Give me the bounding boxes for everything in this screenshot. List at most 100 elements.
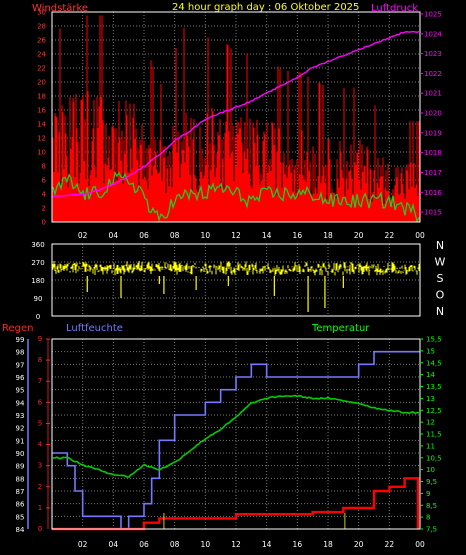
pressure-tick-label: 1024 bbox=[424, 30, 442, 38]
direction-tick-label: 0 bbox=[36, 313, 40, 321]
x-tick-label: 20 bbox=[354, 231, 364, 240]
temperature-tick-label: 9 bbox=[426, 490, 430, 498]
temperature-axis-ticks: 7,5 8 8,5 9 9,5 10 10,5 11 11,5 12 12,5 13 13,5 14 14,… bbox=[420, 336, 442, 534]
wind-x-ticks: 02 04 06 08 10 12 14 16 18 20 22 00 bbox=[78, 231, 425, 240]
wind-tick-label: 6 bbox=[42, 177, 47, 185]
x-tick-label: 10 bbox=[201, 540, 211, 549]
temperature-tick-label: 8,5 bbox=[426, 502, 437, 510]
rain-tick-label: 7 bbox=[38, 377, 42, 385]
x-tick-label: 12 bbox=[231, 540, 241, 549]
humidity-tick-label: 88 bbox=[16, 475, 25, 483]
rain-tick-label: 6 bbox=[38, 398, 43, 406]
x-tick-label: 22 bbox=[385, 231, 395, 240]
pressure-tick-label: 1018 bbox=[424, 149, 442, 157]
pressure-line bbox=[52, 30, 420, 198]
direction-frame bbox=[51, 243, 421, 317]
direction-tick-label: 90 bbox=[34, 295, 43, 303]
wind-tick-label: 16 bbox=[37, 107, 46, 115]
wind-tick-label: 30 bbox=[37, 9, 46, 17]
temperature-tick-label: 15 bbox=[426, 347, 435, 355]
x-tick-label: 08 bbox=[170, 231, 180, 240]
x-tick-label: 06 bbox=[139, 540, 149, 549]
hum-temp-x-ticks: 02 04 06 08 10 12 14 16 18 20 22 00 bbox=[78, 540, 425, 549]
pressure-tick-label: 1022 bbox=[424, 70, 442, 78]
humidity-tick-label: 92 bbox=[16, 425, 25, 433]
rain-tick-label: 2 bbox=[38, 483, 42, 491]
temperature-tick-label: 14,5 bbox=[426, 359, 442, 367]
humidity-tick-label: 93 bbox=[16, 412, 25, 420]
wind-tick-label: 26 bbox=[37, 37, 46, 45]
wind-title: Windstärke bbox=[32, 3, 88, 14]
rain-axis-ticks: 0 1 2 3 4 5 6 7 8 9 bbox=[38, 335, 50, 533]
x-tick-label: 02 bbox=[78, 231, 88, 240]
temperature-tick-label: 11,5 bbox=[426, 431, 442, 439]
humidity-tick-label: 95 bbox=[16, 387, 25, 395]
humidity-tick-label: 97 bbox=[16, 361, 25, 369]
compass-label: N bbox=[436, 239, 444, 252]
wind-tick-label: 4 bbox=[42, 191, 47, 199]
humidity-tick-label: 98 bbox=[16, 349, 25, 357]
temperature-line bbox=[52, 394, 419, 478]
pressure-axis-ticks: 1015 1016 1017 1018 1019 1020 1021 1022 1023 1024… bbox=[420, 10, 442, 217]
wind-tick-label: 12 bbox=[37, 135, 46, 143]
pressure-tick-label: 1023 bbox=[424, 50, 442, 58]
pressure-tick-label: 1016 bbox=[424, 189, 442, 197]
wind-tick-label: 28 bbox=[37, 23, 46, 31]
rain-tick-label: 9 bbox=[38, 335, 42, 343]
x-tick-label: 16 bbox=[293, 540, 303, 549]
hum-temp-rain-series bbox=[52, 350, 420, 531]
temperature-tick-label: 8 bbox=[426, 514, 430, 522]
rain-line bbox=[52, 477, 420, 531]
x-tick-label: 02 bbox=[78, 540, 88, 549]
temperature-tick-label: 14 bbox=[426, 371, 435, 379]
wind-tick-label: 0 bbox=[42, 219, 46, 227]
humidity-tick-label: 91 bbox=[16, 437, 25, 445]
humidity-tick-label: 99 bbox=[16, 336, 25, 344]
compass-label: S bbox=[437, 272, 444, 285]
x-tick-label: 04 bbox=[109, 231, 119, 240]
temperature-tick-label: 12,5 bbox=[426, 407, 442, 415]
humidity-tick-label: 84 bbox=[16, 526, 25, 534]
temperature-tick-label: 10,5 bbox=[426, 454, 442, 462]
pressure-tick-label: 1025 bbox=[424, 10, 442, 18]
temperature-tick-label: 7,5 bbox=[426, 526, 437, 534]
x-tick-label: 00 bbox=[415, 231, 425, 240]
x-tick-label: 08 bbox=[170, 540, 180, 549]
rain-tick-label: 3 bbox=[38, 462, 42, 470]
compass-label: N bbox=[436, 305, 444, 318]
compass-label: W bbox=[435, 256, 446, 269]
x-tick-label: 18 bbox=[323, 540, 333, 549]
pressure-tick-label: 1021 bbox=[424, 90, 442, 98]
x-tick-label: 04 bbox=[109, 540, 119, 549]
wind-tick-label: 20 bbox=[37, 79, 46, 87]
temperature-tick-label: 9,5 bbox=[426, 478, 437, 486]
humidity-tick-label: 90 bbox=[16, 450, 25, 458]
pressure-tick-label: 1017 bbox=[424, 169, 442, 177]
x-tick-label: 18 bbox=[323, 231, 333, 240]
wind-tick-label: 24 bbox=[37, 51, 46, 59]
direction-axis-ticks: 360 270 180 90 0 bbox=[31, 241, 44, 321]
x-tick-label: 14 bbox=[262, 540, 272, 549]
temperature-tick-label: 13,5 bbox=[426, 383, 442, 391]
x-tick-label: 00 bbox=[415, 540, 425, 549]
temperature-tick-label: 15,5 bbox=[426, 336, 442, 344]
wind-tick-label: 14 bbox=[37, 121, 46, 129]
rain-tick-label: 5 bbox=[38, 419, 42, 427]
temperature-tick-label: 11 bbox=[426, 442, 435, 450]
humidity-tick-label: 86 bbox=[16, 501, 25, 509]
temperature-label: Temperatur bbox=[311, 323, 370, 334]
x-tick-label: 22 bbox=[385, 540, 395, 549]
wind-frame bbox=[51, 11, 421, 223]
chart-title: 24 hour graph day : 06 Oktober 2025 bbox=[172, 2, 359, 13]
x-tick-label: 10 bbox=[201, 231, 211, 240]
humidity-tick-label: 94 bbox=[16, 399, 25, 407]
wind-average-line bbox=[52, 171, 420, 223]
x-tick-label: 06 bbox=[139, 231, 149, 240]
pressure-tick-label: 1015 bbox=[424, 209, 442, 217]
